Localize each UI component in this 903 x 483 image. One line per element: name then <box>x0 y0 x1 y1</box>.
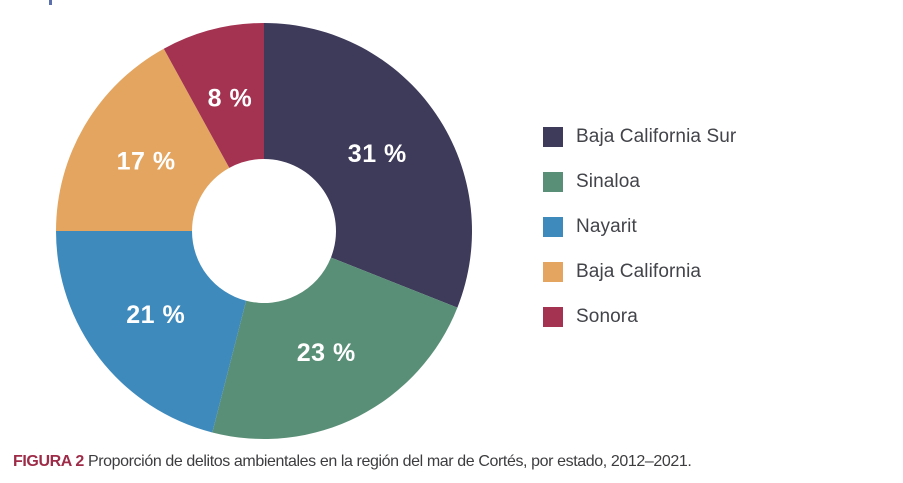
legend-swatch-icon <box>543 307 563 327</box>
legend-label: Sinaloa <box>576 171 641 192</box>
legend-swatch-icon <box>543 217 563 237</box>
slice-label-baja-california: 17 % <box>117 147 176 175</box>
slice-label-baja-california-sur: 31 % <box>348 140 407 168</box>
pie-slice-baja-california <box>56 48 230 232</box>
chart-legend: Baja California Sur Sinaloa Nayarit Baja Ca… <box>543 126 737 352</box>
legend-item-baja-california: Baja California <box>543 261 736 282</box>
figure-caption: FIGURA 2 Proporción de delitos ambiental… <box>13 453 893 471</box>
legend-swatch-icon <box>543 262 563 282</box>
legend-label: Baja California <box>576 261 702 282</box>
pie-slice-baja-california-sur <box>264 23 472 308</box>
pie-slice-sonora <box>163 23 264 168</box>
legend-label: Nayarit <box>576 216 637 237</box>
legend-swatch-icon <box>543 127 563 147</box>
slice-label-sinaloa: 23 % <box>297 339 356 367</box>
figure-caption-text: Proporción de delitos ambientales en la … <box>87 453 692 470</box>
legend-item-sonora: Sonora <box>543 306 736 327</box>
figure-label: FIGURA 2 <box>13 453 84 470</box>
legend-label: Sonora <box>576 306 638 327</box>
slice-label-sonora: 8 % <box>208 84 253 112</box>
pie-slice-nayarit <box>55 231 247 433</box>
cropped-text-artifact <box>49 0 52 5</box>
legend-label: Baja California Sur <box>576 126 737 147</box>
legend-item-sinaloa: Sinaloa <box>543 171 736 192</box>
legend-swatch-icon <box>543 172 563 192</box>
legend-item-nayarit: Nayarit <box>543 216 736 237</box>
slice-label-nayarit: 21 % <box>126 301 185 329</box>
legend-item-baja-california-sur: Baja California Sur <box>543 126 737 147</box>
donut-slices <box>55 23 472 440</box>
donut-slice-labels: 31 % 23 % 21 % 17 % 8 % <box>117 84 407 367</box>
pie-slice-sinaloa <box>212 257 458 440</box>
